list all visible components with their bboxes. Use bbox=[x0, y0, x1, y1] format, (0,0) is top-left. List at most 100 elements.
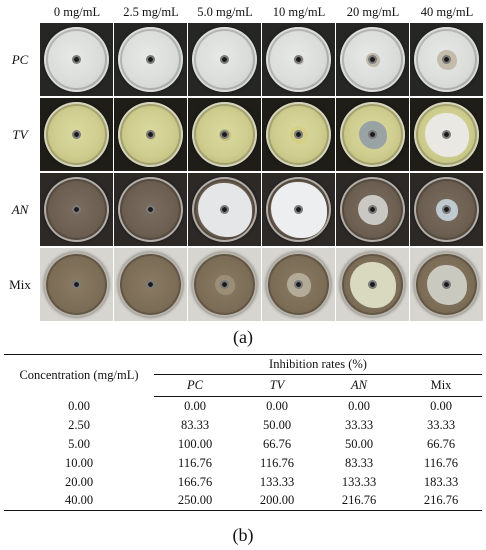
petri-dish-photo bbox=[410, 98, 483, 171]
row-label: PC bbox=[2, 23, 38, 96]
table-body: 0.00 0.00 0.00 0.00 0.00 2.50 83.33 50.00 33.33 3… bbox=[4, 397, 482, 511]
column-header-concentration: 10 mg/mL bbox=[262, 4, 336, 20]
petri-dish bbox=[266, 252, 331, 317]
inhibition-rate-cell: 133.33 bbox=[318, 473, 400, 492]
inhibition-rate-cell: 166.76 bbox=[154, 473, 236, 492]
petri-dish bbox=[340, 252, 405, 317]
column-header-concentration: 5.0 mg/mL bbox=[188, 4, 262, 20]
petri-dish-photo bbox=[410, 23, 483, 96]
species-column-header: Mix bbox=[400, 375, 482, 397]
concentration-cell: 10.00 bbox=[4, 454, 154, 473]
inhibition-rates-table: Concentration (mg/mL) Inhibition rates (… bbox=[4, 354, 482, 511]
petri-dish bbox=[44, 252, 109, 317]
petri-dish-photo bbox=[114, 98, 187, 171]
column-header-concentration: 2.5 mg/mL bbox=[114, 4, 188, 20]
concentration-cell: 0.00 bbox=[4, 397, 154, 416]
petri-dish bbox=[118, 252, 183, 317]
petri-dish-photo bbox=[410, 248, 483, 321]
inoculation-well bbox=[72, 205, 81, 214]
plate-row-mix: Mix bbox=[0, 248, 486, 321]
inhibition-rate-cell: 0.00 bbox=[400, 397, 482, 416]
petri-dish-photo bbox=[114, 23, 187, 96]
inhibition-rate-cell: 0.00 bbox=[318, 397, 400, 416]
inhibition-rates-group-header: Inhibition rates (%) bbox=[154, 355, 482, 375]
table-row: 20.00 166.76 133.33 133.33 183.33 bbox=[4, 473, 482, 492]
concentration-header: Concentration (mg/mL) bbox=[4, 355, 154, 397]
petri-dish bbox=[414, 27, 479, 92]
inhibition-rate-cell: 66.76 bbox=[400, 435, 482, 454]
inoculation-well bbox=[294, 205, 303, 214]
petri-dish-photo bbox=[336, 173, 409, 246]
inhibition-rate-cell: 33.33 bbox=[318, 416, 400, 435]
inoculation-well bbox=[146, 280, 155, 289]
inhibition-rate-cell: 50.00 bbox=[236, 416, 318, 435]
petri-dish bbox=[340, 27, 405, 92]
petri-dish-photo bbox=[40, 23, 113, 96]
column-header-concentration: 40 mg/mL bbox=[410, 4, 484, 20]
petri-dish-photo bbox=[262, 98, 335, 171]
inhibition-rate-cell: 116.76 bbox=[400, 454, 482, 473]
row-label: TV bbox=[2, 98, 38, 171]
petri-dish-photo bbox=[188, 23, 261, 96]
inoculation-well bbox=[220, 55, 229, 64]
petri-dish-photo bbox=[336, 248, 409, 321]
plate-photo-grid: 0 mg/mL 2.5 mg/mL 5.0 mg/mL 10 mg/mL 20 mg/m… bbox=[0, 0, 486, 352]
plate-row-an: AN bbox=[0, 173, 486, 246]
inoculation-well bbox=[368, 205, 377, 214]
petri-dish bbox=[414, 102, 479, 167]
petri-dish bbox=[192, 252, 257, 317]
concentration-cell: 2.50 bbox=[4, 416, 154, 435]
petri-dish bbox=[266, 27, 331, 92]
column-header-concentration: 20 mg/mL bbox=[336, 4, 410, 20]
inoculation-well bbox=[146, 205, 155, 214]
inoculation-well bbox=[294, 280, 303, 289]
inoculation-well bbox=[146, 130, 155, 139]
inhibition-rate-cell: 133.33 bbox=[236, 473, 318, 492]
petri-dish bbox=[192, 102, 257, 167]
inhibition-rate-cell: 216.76 bbox=[400, 492, 482, 511]
petri-dish bbox=[118, 177, 183, 242]
inoculation-well bbox=[72, 280, 81, 289]
inoculation-well bbox=[368, 280, 377, 289]
petri-dish bbox=[118, 27, 183, 92]
petri-dish-photo bbox=[410, 173, 483, 246]
petri-dish-photo bbox=[262, 173, 335, 246]
petri-dish-photo bbox=[188, 248, 261, 321]
inoculation-well bbox=[368, 130, 377, 139]
petri-dish bbox=[414, 177, 479, 242]
table-row: 2.50 83.33 50.00 33.33 33.33 bbox=[4, 416, 482, 435]
plate-row-tv: TV bbox=[0, 98, 486, 171]
row-label: Mix bbox=[2, 248, 38, 321]
inhibition-rate-cell: 250.00 bbox=[154, 492, 236, 511]
inoculation-well bbox=[146, 55, 155, 64]
species-column-header: PC bbox=[154, 375, 236, 397]
petri-dish bbox=[118, 102, 183, 167]
inoculation-well bbox=[220, 205, 229, 214]
row-label: AN bbox=[2, 173, 38, 246]
petri-dish-photo bbox=[188, 173, 261, 246]
inoculation-well bbox=[72, 55, 81, 64]
petri-dish bbox=[340, 102, 405, 167]
inoculation-well bbox=[294, 55, 303, 64]
inhibition-rate-cell: 83.33 bbox=[318, 454, 400, 473]
table-row: 10.00 116.76 116.76 83.33 116.76 bbox=[4, 454, 482, 473]
inoculation-well bbox=[368, 55, 377, 64]
panel-label-b: (b) bbox=[0, 522, 486, 548]
column-header-concentration: 0 mg/mL bbox=[40, 4, 114, 20]
inhibition-rate-cell: 116.76 bbox=[236, 454, 318, 473]
concentration-cell: 5.00 bbox=[4, 435, 154, 454]
inoculation-well bbox=[442, 205, 451, 214]
inoculation-well bbox=[220, 280, 229, 289]
petri-dish bbox=[266, 102, 331, 167]
inoculation-well bbox=[442, 55, 451, 64]
petri-dish bbox=[44, 102, 109, 167]
inoculation-well bbox=[220, 130, 229, 139]
petri-dish-photo bbox=[262, 248, 335, 321]
petri-dish bbox=[192, 177, 257, 242]
petri-dish bbox=[192, 27, 257, 92]
inhibition-rate-cell: 83.33 bbox=[154, 416, 236, 435]
table-row: 40.00 250.00 200.00 216.76 216.76 bbox=[4, 492, 482, 511]
petri-dish bbox=[44, 27, 109, 92]
petri-dish bbox=[414, 252, 479, 317]
petri-dish-photo bbox=[188, 98, 261, 171]
